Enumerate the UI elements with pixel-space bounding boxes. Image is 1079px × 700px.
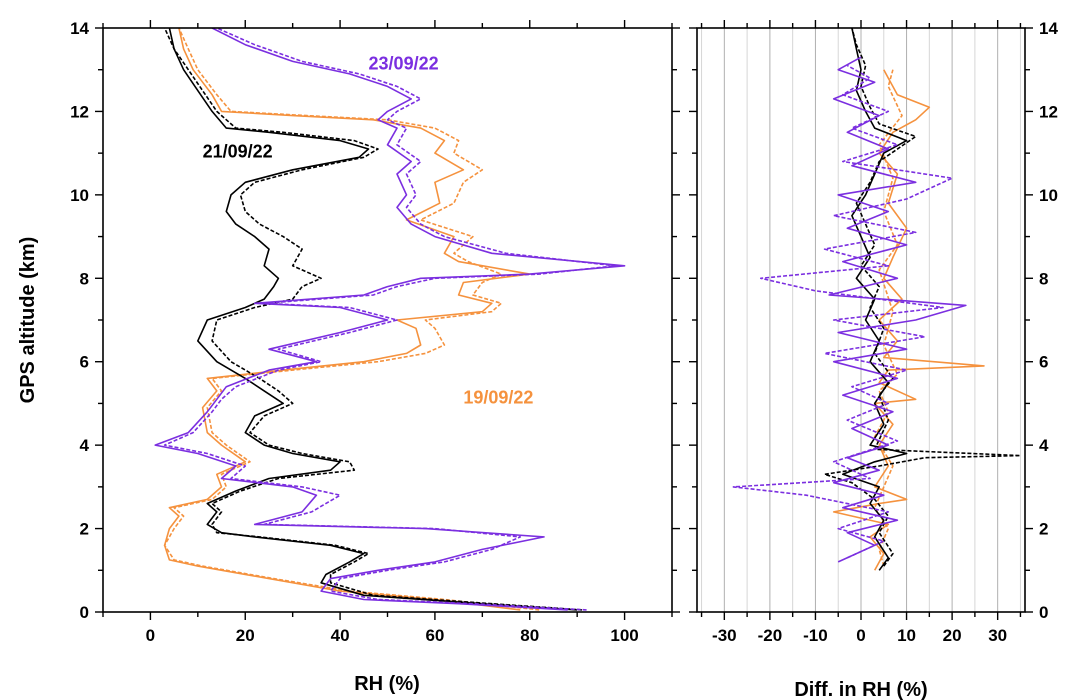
x-axis-title: RH (%) xyxy=(354,673,420,695)
y-tick-label: 12 xyxy=(70,102,89,121)
series-group xyxy=(732,28,1022,571)
x-tick-label: -30 xyxy=(712,626,737,645)
series-line-1 xyxy=(873,69,903,567)
y-tick-label: 6 xyxy=(1039,353,1048,372)
y-tick-label: 8 xyxy=(80,269,89,288)
y-tick-label: 4 xyxy=(1039,436,1049,455)
y-tick-label: 8 xyxy=(1039,269,1048,288)
y-tick-label: 0 xyxy=(1039,603,1048,622)
series-line-3 xyxy=(163,28,582,611)
date-annotation: 19/09/22 xyxy=(463,387,533,407)
y-tick-label: 10 xyxy=(70,186,89,205)
series-line-3 xyxy=(823,28,1022,567)
date-annotation: 21/09/22 xyxy=(203,141,273,161)
x-tick-label: 60 xyxy=(425,626,444,645)
series-line-4 xyxy=(828,56,967,563)
series-line-4 xyxy=(154,28,626,611)
y-tick-label: 14 xyxy=(1039,19,1058,38)
series-line-1 xyxy=(163,28,540,611)
series-line-5 xyxy=(163,28,616,611)
series-line-2 xyxy=(842,28,908,571)
y-tick-label: 2 xyxy=(1039,520,1048,539)
y-tick-label: 14 xyxy=(70,19,89,38)
rh-profile-chart: 0 20 40 60 80 100 0 2 4 6 8 10 12 14 RH (%) GPS altitud… xyxy=(17,19,680,695)
rh-difference-chart: -30 -20 -10 0 10 20 30 0 2 4 6 8 10 12 14 Diff. in RH (… xyxy=(689,19,1058,700)
y-tick-label: 10 xyxy=(1039,186,1058,205)
x-tick-label: 0 xyxy=(856,626,865,645)
y-tick-label: 4 xyxy=(80,436,90,455)
x-axis-title: Diff. in RH (%) xyxy=(794,679,927,700)
y-tick-label: 0 xyxy=(80,603,89,622)
date-annotation: 23/09/22 xyxy=(369,54,439,74)
y-tick-label: 6 xyxy=(80,353,89,372)
series-line-0 xyxy=(832,69,985,571)
x-tick-label: 80 xyxy=(520,626,539,645)
x-tick-label: 20 xyxy=(943,626,962,645)
y-axis-title: GPS altitude (km) xyxy=(17,237,39,404)
x-tick-label: 20 xyxy=(236,626,255,645)
x-tick-label: 30 xyxy=(988,626,1007,645)
y-tick-label: 12 xyxy=(1039,102,1058,121)
series-line-0 xyxy=(163,28,531,611)
series-line-5 xyxy=(732,64,953,559)
x-tick-label: 10 xyxy=(897,626,916,645)
x-tick-label: 100 xyxy=(610,626,638,645)
series-line-2 xyxy=(168,28,578,611)
x-tick-label: -20 xyxy=(758,626,783,645)
series-group xyxy=(154,28,626,611)
x-tick-label: 0 xyxy=(146,626,155,645)
x-tick-label: -10 xyxy=(803,626,828,645)
y-tick-label: 2 xyxy=(80,520,89,539)
x-tick-label: 40 xyxy=(331,626,350,645)
